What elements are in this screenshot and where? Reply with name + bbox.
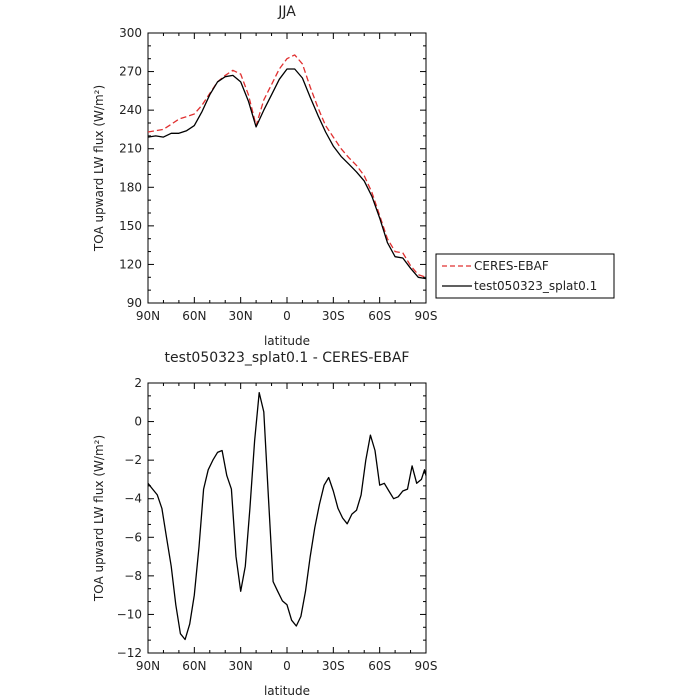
top-xtick-label: 0 xyxy=(283,309,291,323)
legend-label-model: test050323_splat0.1 xyxy=(474,279,597,293)
top-ytick-label: 120 xyxy=(119,257,142,271)
top-x-axis-label: latitude xyxy=(264,334,310,348)
top-series-line-0 xyxy=(147,54,427,278)
bottom-panel-title: test050323_splat0.1 - CERES-EBAF xyxy=(165,350,410,366)
top-xtick-label: 30S xyxy=(322,309,345,323)
bottom-ytick-label: −4 xyxy=(124,492,142,506)
bottom-xtick-label: 90N xyxy=(136,659,160,673)
bottom-x-axis-label: latitude xyxy=(264,684,310,698)
top-panel-title: JJA xyxy=(277,4,296,20)
top-ytick-label: 180 xyxy=(119,180,142,194)
top-y-axis-label: TOA upward LW flux (W/m²) xyxy=(92,85,106,252)
bottom-series-line-0 xyxy=(147,391,427,641)
top-xtick-label: 60N xyxy=(182,309,206,323)
bottom-ytick-label: 0 xyxy=(134,415,142,429)
top-xtick-label: 90N xyxy=(136,309,160,323)
bottom-xtick-label: 90S xyxy=(415,659,438,673)
bottom-xtick-label: 60N xyxy=(182,659,206,673)
bottom-plot-frame xyxy=(147,382,427,654)
bottom-xtick-label: 30S xyxy=(322,659,345,673)
top-ytick-label: 300 xyxy=(119,26,142,40)
bottom-xtick-label: 60S xyxy=(368,659,391,673)
top-ytick-label: 210 xyxy=(119,142,142,156)
bottom-panel: test050323_splat0.1 - CERES-EBAF −12−10−… xyxy=(92,350,437,698)
bottom-ytick-label: −8 xyxy=(124,569,142,583)
legend-box xyxy=(435,253,615,299)
bottom-ytick-label: −12 xyxy=(117,646,142,660)
bottom-xtick-label: 0 xyxy=(283,659,291,673)
top-series-lines xyxy=(147,54,427,280)
top-xtick-label: 30N xyxy=(229,309,253,323)
top-axis-ticks: 90 120 150 180 210 240 270 300 90N 60N 30N 0 30S 60S 9… xyxy=(119,26,437,323)
top-series-line-1 xyxy=(147,68,427,280)
top-ytick-label: 270 xyxy=(119,65,142,79)
bottom-xtick-label: 30N xyxy=(229,659,253,673)
bottom-ytick-label: −10 xyxy=(117,607,142,621)
legend-label-ceres: CERES-EBAF xyxy=(474,259,549,273)
bottom-ytick-label: −6 xyxy=(124,530,142,544)
bottom-y-axis-label: TOA upward LW flux (W/m²) xyxy=(92,435,106,602)
top-panel: JJA 90 120 150 180 210 240 270 300 90N 60N 30N 0 30S… xyxy=(92,4,437,348)
bottom-axis-ticks: −12 −10 −8 −6 −4 −2 0 2 90N 60N 30N 0 30S 60S 90S xyxy=(117,376,438,673)
top-plot-frame xyxy=(147,32,427,304)
bottom-series-lines xyxy=(147,391,427,641)
legend: CERES-EBAF test050323_splat0.1 xyxy=(435,253,615,299)
top-ytick-label: 90 xyxy=(127,296,142,310)
bottom-ytick-label: −2 xyxy=(124,453,142,467)
top-xtick-label: 60S xyxy=(368,309,391,323)
top-ytick-label: 150 xyxy=(119,219,142,233)
top-xtick-label: 90S xyxy=(415,309,438,323)
top-ytick-label: 240 xyxy=(119,103,142,117)
bottom-ytick-label: 2 xyxy=(134,376,142,390)
